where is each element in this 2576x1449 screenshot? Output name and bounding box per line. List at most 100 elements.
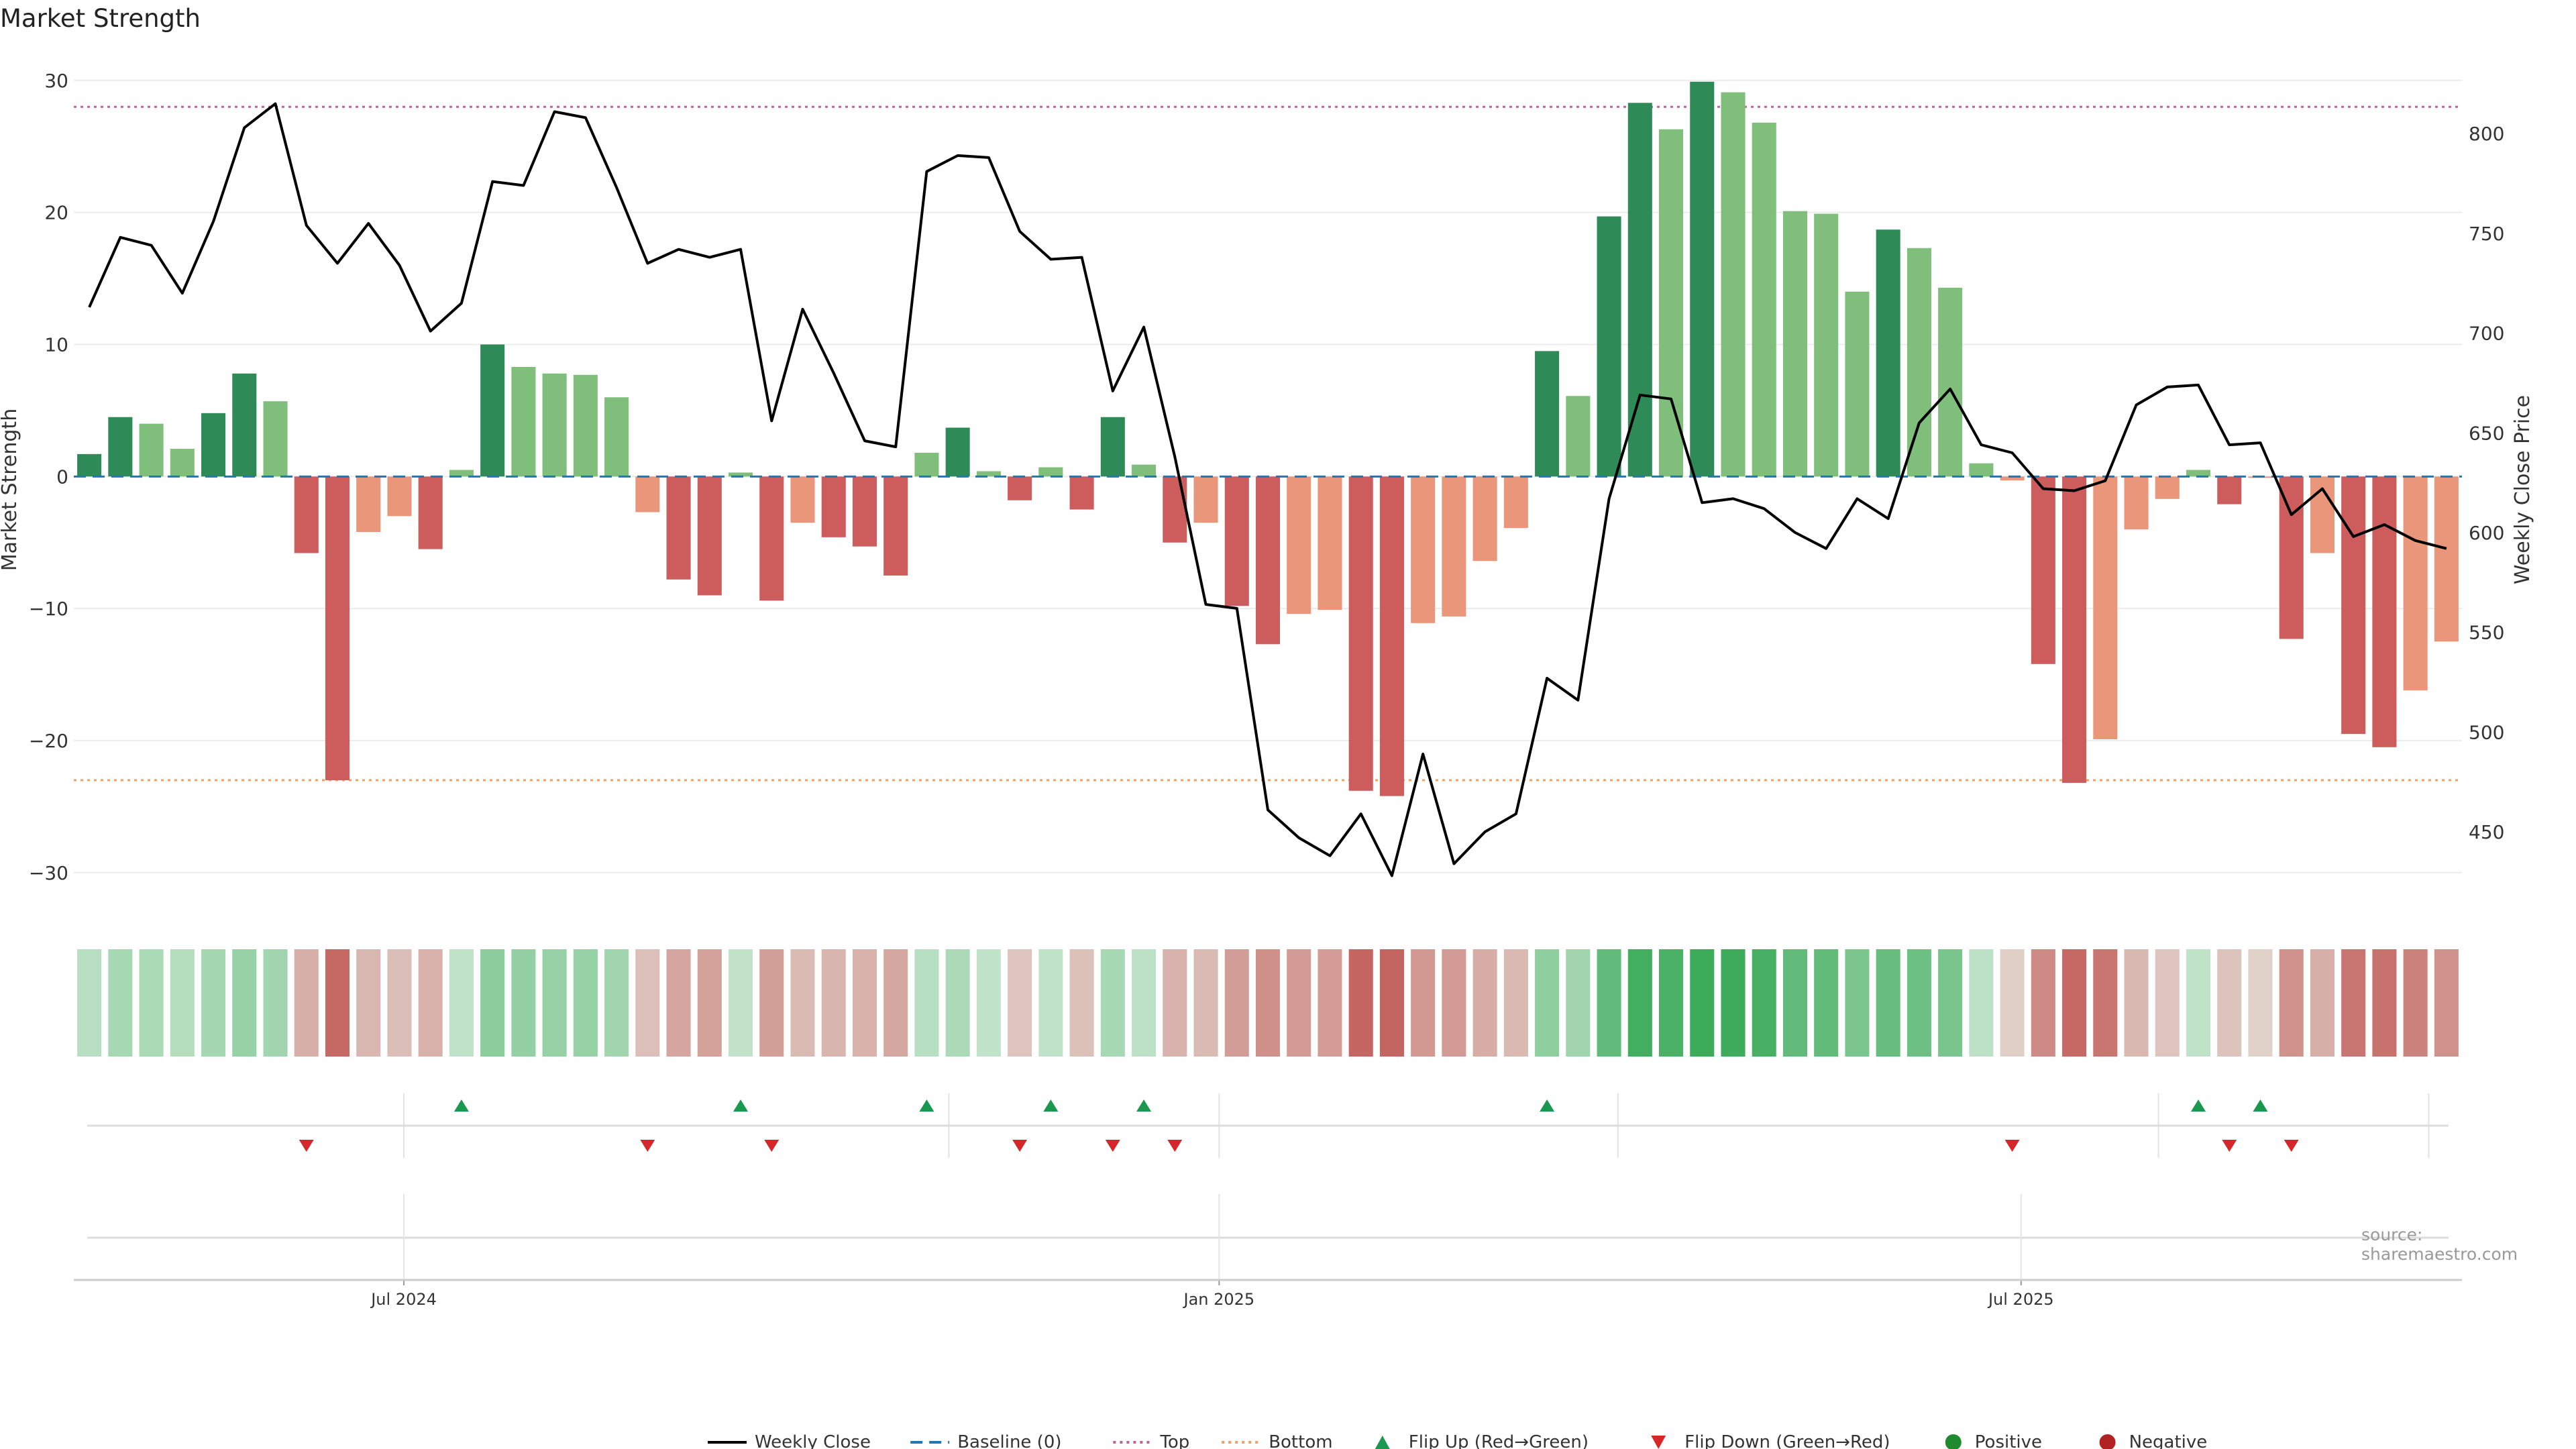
y-tick-left: 0	[56, 466, 68, 488]
heat-cell	[1472, 949, 1497, 1057]
y-tick-right: 600	[2469, 522, 2504, 544]
heat-cell	[604, 949, 629, 1057]
y-tick-left: 20	[44, 202, 68, 224]
strength-bar	[821, 476, 846, 537]
strength-bar	[2434, 476, 2459, 642]
flip-down-marker	[1012, 1140, 1028, 1152]
strength-bar	[1752, 122, 1776, 477]
strength-bar	[1472, 476, 1497, 561]
y-tick-left: −10	[29, 598, 68, 620]
flip-down-marker	[2222, 1140, 2237, 1152]
source-credit: source: sharemaestro.com	[2361, 1225, 2518, 1264]
strength-bar	[542, 373, 567, 477]
heat-cell	[2000, 949, 2025, 1057]
heat-cell	[108, 949, 133, 1057]
strength-bar	[170, 448, 195, 477]
y-tick-right: 450	[2469, 821, 2504, 843]
y-tick-left: −30	[29, 862, 68, 884]
heat-cell	[976, 949, 1001, 1057]
strength-bar	[1876, 229, 1900, 477]
strength-bar	[1627, 103, 1652, 477]
heat-cell	[2310, 949, 2334, 1057]
strength-bar	[480, 344, 505, 477]
strength-bar	[294, 476, 319, 553]
legend-label: Baseline (0)	[957, 1432, 1061, 1449]
heat-cell	[449, 949, 474, 1057]
heat-cell	[2093, 949, 2118, 1057]
strength-bar	[1411, 476, 1436, 623]
heat-cell	[1721, 949, 1746, 1057]
heat-cell	[2155, 949, 2180, 1057]
heat-cell	[2403, 949, 2428, 1057]
strength-bar	[1535, 351, 1560, 477]
strength-bar	[914, 452, 939, 477]
y-axis-label-left: Market Strength	[0, 409, 21, 571]
flip-down-marker	[299, 1140, 314, 1152]
y-tick-right: 550	[2469, 622, 2504, 644]
flip-down-marker	[1167, 1140, 1183, 1152]
heat-cell	[728, 949, 753, 1057]
heat-cell	[2279, 949, 2304, 1057]
x-tick-label: Jul 2025	[1987, 1290, 2054, 1309]
flip-up-marker	[919, 1099, 934, 1112]
heat-cell	[1224, 949, 1249, 1057]
flip-up-marker	[2253, 1099, 2268, 1112]
heat-cell	[1627, 949, 1652, 1057]
heat-cell	[1535, 949, 1560, 1057]
strength-bar	[1008, 476, 1032, 500]
strength-bar	[1442, 476, 1466, 616]
x-tick-label: Jul 2024	[370, 1290, 437, 1309]
legend-positive-swatch	[1945, 1434, 1962, 1449]
strength-bar	[232, 373, 257, 477]
legend-item: Bottom	[1222, 1432, 1333, 1449]
strength-bar	[511, 366, 536, 477]
heat-cell	[2217, 949, 2242, 1057]
heat-cell	[821, 949, 846, 1057]
heat-cell	[1597, 949, 1621, 1057]
heat-cell	[1132, 949, 1157, 1057]
legend-item: Top	[1113, 1432, 1189, 1449]
strength-bar	[1721, 92, 1746, 477]
heat-cell	[77, 949, 102, 1057]
heat-cell	[573, 949, 598, 1057]
strength-bar	[1938, 287, 1963, 477]
heat-cell	[1255, 949, 1281, 1057]
strength-bar	[883, 476, 908, 576]
legend-flip-down-swatch	[1651, 1436, 1666, 1449]
y-tick-right: 700	[2469, 323, 2504, 345]
heat-cell	[325, 949, 350, 1057]
y-tick-right: 500	[2469, 721, 2504, 743]
strength-bar	[2186, 470, 2211, 477]
strength-bar	[976, 471, 1001, 477]
heat-cell	[697, 949, 722, 1057]
heat-cell	[263, 949, 288, 1057]
heat-cell	[2186, 949, 2211, 1057]
flip-up-marker	[733, 1099, 749, 1112]
y-tick-right: 750	[2469, 223, 2504, 245]
heat-cell	[1069, 949, 1094, 1057]
strength-bar	[1503, 476, 1528, 529]
strength-bar	[1255, 476, 1281, 645]
flip-up-marker	[2191, 1099, 2206, 1112]
strength-bar	[573, 374, 598, 477]
strength-bar	[2155, 476, 2180, 499]
flip-down-marker	[764, 1140, 780, 1152]
heat-cell	[1782, 949, 1808, 1057]
strength-bar	[1690, 81, 1715, 477]
legend-item: Flip Up (Red→Green)	[1375, 1432, 1589, 1449]
heat-cell	[356, 949, 381, 1057]
heat-cell	[170, 949, 195, 1057]
flip-down-marker	[640, 1140, 655, 1152]
heat-cell	[201, 949, 226, 1057]
strength-bar	[325, 476, 350, 781]
heat-cell	[852, 949, 877, 1057]
strength-bar	[1566, 396, 1591, 477]
strength-bar	[2093, 476, 2118, 739]
legend-label: Positive	[1975, 1432, 2042, 1449]
heat-cell	[2341, 949, 2366, 1057]
strength-bar	[1845, 291, 1870, 477]
legend-label: Flip Up (Red→Green)	[1409, 1432, 1589, 1449]
heat-cell	[1566, 949, 1591, 1057]
strength-bar	[2124, 476, 2149, 530]
heat-cell	[1100, 949, 1125, 1057]
